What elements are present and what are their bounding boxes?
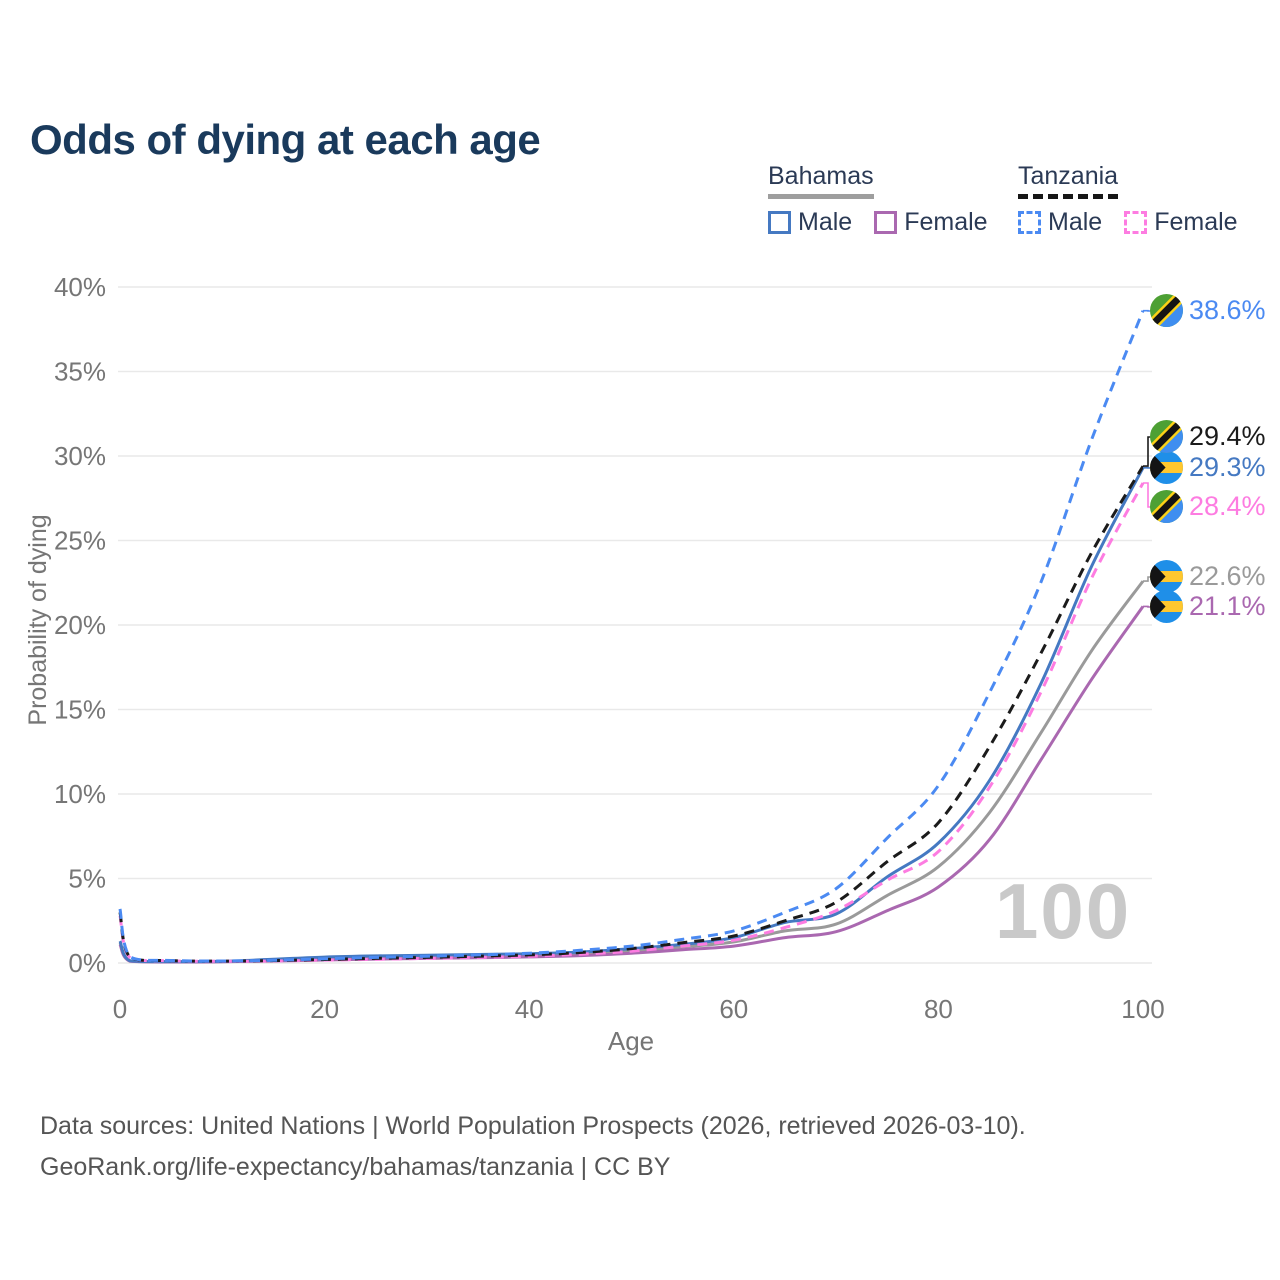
y-tick-label: 35% bbox=[54, 357, 106, 387]
legend-label-tanzania-male: Male bbox=[1048, 208, 1103, 236]
end-label-connector-bahamas bbox=[1143, 576, 1152, 582]
x-tick-label: 100 bbox=[1121, 994, 1164, 1024]
bahamas-flag-icon bbox=[1150, 451, 1183, 484]
series-line-bahamas-male[interactable] bbox=[118, 467, 1145, 964]
x-tick-label: 80 bbox=[924, 994, 953, 1024]
x-tick-label: 0 bbox=[113, 994, 127, 1024]
y-tick-label: 30% bbox=[54, 441, 106, 471]
x-tick-label: 20 bbox=[310, 994, 339, 1024]
x-tick-label: 40 bbox=[515, 994, 544, 1024]
legend-label-bahamas-male: Male bbox=[798, 208, 853, 236]
tanzania-flag-icon bbox=[1150, 420, 1183, 453]
x-tick-label: 60 bbox=[719, 994, 748, 1024]
end-label-bahamas-female: 21.1% bbox=[1150, 590, 1266, 623]
legend-item-bahamas-male[interactable]: Male bbox=[768, 208, 852, 237]
legend-country-bahamas-label: Bahamas bbox=[768, 162, 874, 190]
end-label-value: 28.4% bbox=[1189, 491, 1266, 521]
legend-item-bahamas-female[interactable]: Female bbox=[874, 208, 988, 237]
y-tick-label: 25% bbox=[54, 526, 106, 556]
tanzania-flag-icon bbox=[1150, 294, 1183, 327]
legend-group-tanzania: Tanzania Male Female bbox=[1018, 162, 1238, 237]
y-tick-label: 15% bbox=[54, 695, 106, 725]
legend-label-tanzania-female: Female bbox=[1154, 208, 1238, 236]
end-label-value: 38.6% bbox=[1189, 295, 1266, 325]
legend-items-bahamas: Male Female bbox=[768, 208, 988, 237]
legend-group-bahamas: Bahamas Male Female bbox=[768, 162, 988, 237]
footer: Data sources: United Nations | World Pop… bbox=[40, 1106, 1026, 1188]
series-line-tanzania-female[interactable] bbox=[118, 482, 1145, 963]
tanzania-female-swatch-icon bbox=[1124, 211, 1148, 234]
bahamas-flag-icon bbox=[1150, 560, 1183, 593]
legend-item-tanzania-female[interactable]: Female bbox=[1124, 208, 1238, 237]
legend-items-tanzania: Male Female bbox=[1018, 208, 1238, 237]
legend-country-bahamas[interactable]: Bahamas bbox=[768, 162, 874, 199]
end-label-bahamas-male: 29.3% bbox=[1150, 451, 1266, 484]
series-line-tanzania-male[interactable] bbox=[118, 310, 1145, 963]
age-counter-watermark: 100 bbox=[995, 867, 1132, 955]
y-tick-label: 20% bbox=[54, 610, 106, 640]
y-tick-label: 5% bbox=[68, 864, 106, 894]
bahamas-female-swatch-icon bbox=[874, 211, 898, 234]
footer-sources: Data sources: United Nations | World Pop… bbox=[40, 1112, 1026, 1140]
legend-country-tanzania[interactable]: Tanzania bbox=[1018, 162, 1119, 199]
end-label-value: 29.3% bbox=[1189, 452, 1266, 482]
series-line-bahamas-female[interactable] bbox=[118, 605, 1145, 964]
y-axis-title: Probability of dying bbox=[24, 514, 52, 725]
legend-item-tanzania-male[interactable]: Male bbox=[1018, 208, 1102, 237]
x-axis-title: Age bbox=[608, 1026, 654, 1056]
bahamas-male-swatch-icon bbox=[768, 211, 791, 234]
legend-country-tanzania-label: Tanzania bbox=[1018, 162, 1119, 190]
tanzania-male-swatch-icon bbox=[1018, 211, 1041, 234]
end-label-value: 21.1% bbox=[1189, 591, 1266, 621]
footer-link: GeoRank.org/life-expectancy/bahamas/tanz… bbox=[40, 1153, 671, 1181]
end-label-connector-tanzania-female bbox=[1143, 482, 1152, 508]
legend-label-bahamas-female: Female bbox=[904, 208, 988, 236]
end-label-value: 29.4% bbox=[1189, 421, 1266, 451]
end-label-connector-tanzania bbox=[1143, 436, 1152, 467]
chart-title: Odds of dying at each age bbox=[30, 116, 541, 164]
y-tick-label: 40% bbox=[54, 272, 106, 302]
end-label-connector-bahamas-female bbox=[1143, 605, 1152, 608]
end-label-bahamas: 22.6% bbox=[1150, 560, 1266, 593]
bahamas-flag-icon bbox=[1150, 590, 1183, 623]
end-label-tanzania-male: 38.6% bbox=[1150, 294, 1266, 327]
series-line-tanzania[interactable] bbox=[118, 465, 1145, 963]
end-label-tanzania-female: 28.4% bbox=[1150, 490, 1266, 523]
y-tick-label: 10% bbox=[54, 779, 106, 809]
end-label-tanzania: 29.4% bbox=[1150, 420, 1266, 453]
end-label-value: 22.6% bbox=[1189, 561, 1266, 591]
series-line-bahamas[interactable] bbox=[118, 580, 1145, 964]
tanzania-flag-icon bbox=[1150, 490, 1183, 523]
y-tick-label: 0% bbox=[68, 948, 106, 978]
